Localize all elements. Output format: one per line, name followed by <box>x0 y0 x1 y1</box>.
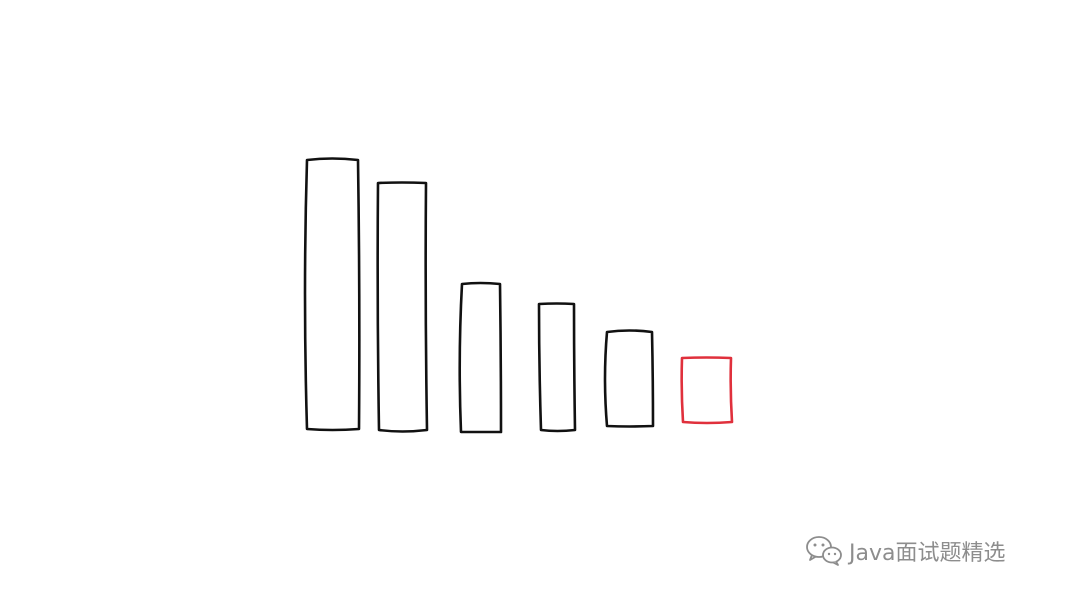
bar-3 <box>458 281 503 434</box>
bars-group <box>303 157 734 434</box>
bar-5 <box>603 329 655 428</box>
bar-1 <box>303 157 361 432</box>
bar-4 <box>537 302 577 433</box>
watermark-text: Java面试题精选 <box>849 541 1006 566</box>
watermark: Java面试题精选 <box>805 533 1005 569</box>
highlighted-bar <box>680 356 734 425</box>
bar-2 <box>376 181 429 433</box>
wechat-icon <box>806 536 842 566</box>
